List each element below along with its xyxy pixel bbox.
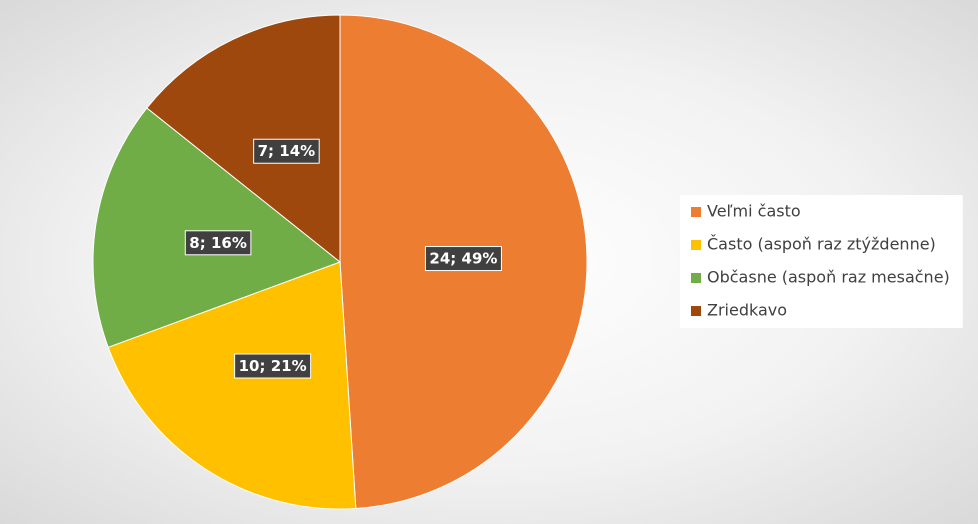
pie-slice [107, 261, 357, 510]
pie-slice [146, 14, 341, 264]
data-label: 24; 49% [424, 246, 502, 272]
data-label: 10; 21% [234, 353, 312, 379]
data-label-box [424, 246, 502, 272]
pie-slice [92, 107, 342, 348]
data-label-text: 8; 16% [189, 234, 247, 252]
data-label-text: 7; 14% [258, 142, 316, 160]
legend-label: Zriedkavo [707, 301, 787, 320]
legend: Veľmi často Často (aspoň raz ztýždenne) Ob… [680, 195, 963, 328]
legend-swatch [691, 240, 701, 250]
data-label: 7; 14% [253, 138, 320, 164]
legend-label: Často (aspoň raz ztýždenne) [707, 235, 936, 254]
data-label: 8; 16% [184, 230, 252, 256]
legend-swatch [691, 273, 701, 283]
data-label-text: 10; 21% [239, 357, 307, 375]
data-label-box [184, 230, 252, 256]
data-label-box [234, 353, 312, 379]
legend-swatch [691, 306, 701, 316]
data-label-text: 24; 49% [429, 250, 497, 268]
data-label-box [253, 138, 320, 164]
legend-box [680, 195, 963, 328]
legend-swatch [691, 207, 701, 217]
legend-label: Veľmi často [707, 202, 801, 221]
legend-label: Občasne (aspoň raz mesačne) [707, 268, 950, 287]
